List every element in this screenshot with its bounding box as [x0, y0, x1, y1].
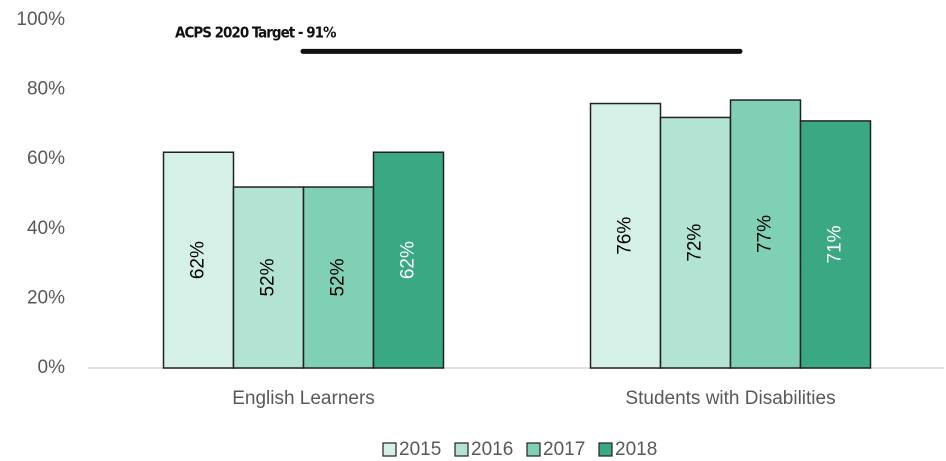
bar [372, 151, 445, 369]
x-tick-label: Students with Disabilities [625, 388, 835, 409]
legend-label: 2015 [399, 439, 441, 460]
y-tick-label: 60% [27, 148, 65, 169]
data-label: 77% [755, 215, 776, 253]
y-tick-label: 20% [27, 287, 65, 308]
bar [302, 186, 375, 369]
bar [799, 120, 872, 369]
target-label: ACPS 2020 Target - 91% [175, 24, 337, 42]
legend-swatch [382, 442, 397, 457]
data-label: 71% [825, 225, 846, 263]
y-tick-label: 100% [16, 9, 65, 30]
bar [659, 116, 732, 369]
y-tick-label: 0% [38, 357, 66, 378]
legend-label: 2018 [615, 439, 657, 460]
data-label: 52% [328, 258, 349, 296]
data-label: 72% [685, 224, 706, 262]
bar [232, 186, 305, 369]
data-label: 62% [398, 241, 419, 279]
legend-label: 2017 [543, 439, 585, 460]
y-tick-label: 40% [27, 218, 65, 239]
legend-swatch [598, 442, 613, 457]
data-label: 62% [188, 241, 209, 279]
data-label: 76% [615, 217, 636, 255]
data-label: 52% [258, 258, 279, 296]
legend-swatch [526, 442, 541, 457]
legend-label: 2016 [471, 439, 513, 460]
x-tick-label: English Learners [232, 388, 375, 409]
legend-swatch [454, 442, 469, 457]
y-tick-label: 80% [27, 79, 65, 100]
